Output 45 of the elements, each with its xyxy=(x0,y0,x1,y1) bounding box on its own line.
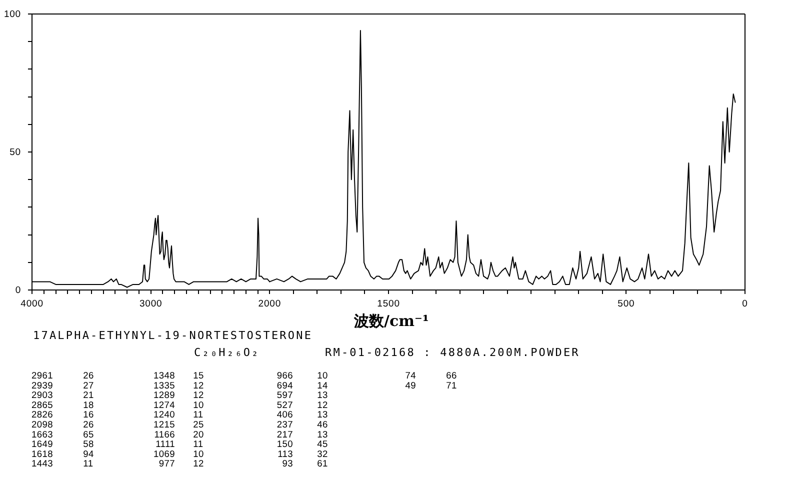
text: RM-01-02168 : 4880A.200M.POWDER xyxy=(325,346,580,359)
text: 2865 18 xyxy=(32,400,94,410)
text: 217 13 xyxy=(276,429,328,440)
text: 1289 12 xyxy=(154,390,204,400)
text: 2961 26 xyxy=(32,370,94,380)
text: 2939 27 xyxy=(32,380,94,390)
text: 1618 94 xyxy=(32,448,94,459)
text: 597 13 xyxy=(276,390,328,400)
y-tick-label: 50 xyxy=(10,147,21,158)
x-tick-label: 2000 xyxy=(258,298,282,310)
text: 1348 15 xyxy=(154,370,204,380)
text: 1166 20 xyxy=(154,429,204,440)
text: 113 32 xyxy=(278,448,328,459)
text: 2903 21 xyxy=(32,390,94,400)
text: 527 12 xyxy=(276,400,328,410)
text: 1069 10 xyxy=(154,448,204,459)
text: 694 14 xyxy=(276,380,328,390)
text: 49 71 xyxy=(405,380,457,390)
x-tick-label: 4000 xyxy=(20,298,44,310)
text: 1649 58 xyxy=(32,439,94,450)
x-tick-label: 1500 xyxy=(377,298,400,310)
x-tick-label: 0 xyxy=(742,298,748,310)
text: 17ALPHA-ETHYNYL-19-NORTESTOSTERONE xyxy=(33,329,313,342)
text: 1663 65 xyxy=(32,429,94,440)
text: C₂₀H₂₆O₂ xyxy=(194,346,260,359)
text: 1215 25 xyxy=(154,420,204,430)
text: 1111 11 xyxy=(156,439,204,450)
text: 93 61 xyxy=(282,458,328,469)
text: 1240 11 xyxy=(154,410,204,420)
text: 1274 10 xyxy=(154,400,204,410)
text: 237 46 xyxy=(276,420,328,430)
x-tick-label: 500 xyxy=(618,298,635,310)
text: 1443 11 xyxy=(32,458,94,469)
text: 74 66 xyxy=(405,370,457,380)
y-tick-label: 100 xyxy=(4,9,21,20)
text: 2826 16 xyxy=(32,410,94,420)
text: 150 45 xyxy=(276,439,328,450)
text: 1335 12 xyxy=(154,380,204,390)
x-tick-label: 3000 xyxy=(139,298,162,310)
text: 2098 26 xyxy=(32,420,94,430)
y-tick-label: 0 xyxy=(15,285,21,296)
text: 406 13 xyxy=(276,410,328,420)
text: 966 10 xyxy=(276,370,328,380)
text: 977 12 xyxy=(158,458,204,469)
x-axis-title: 波数/cm⁻¹ xyxy=(353,312,429,330)
